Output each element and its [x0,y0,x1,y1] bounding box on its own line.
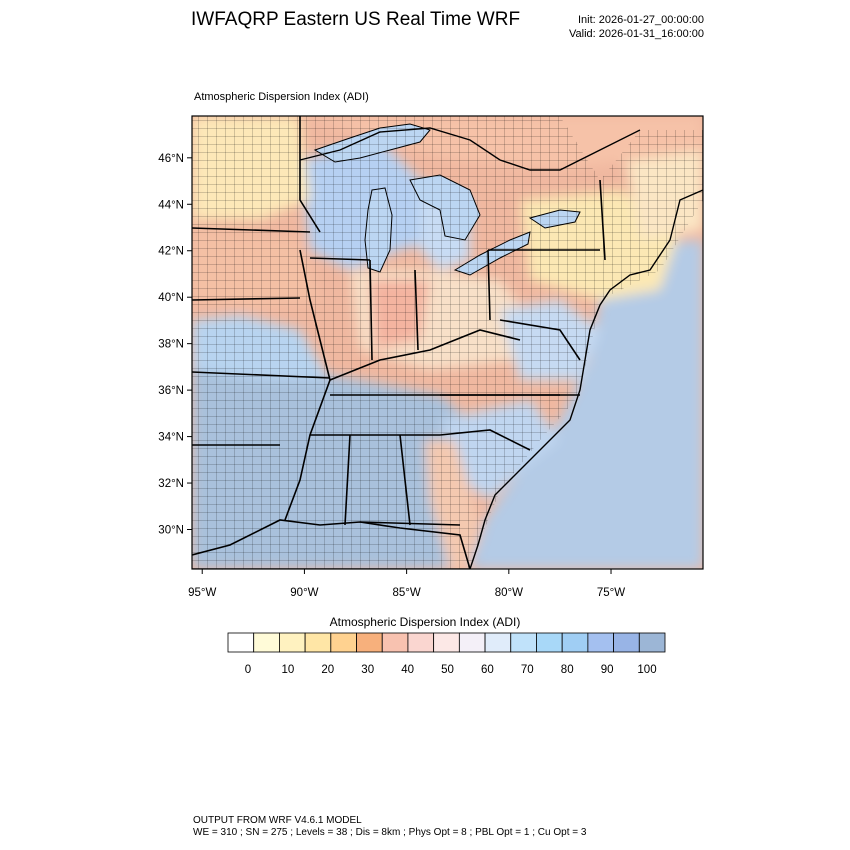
lat-tick-label: 30°N [158,525,184,537]
colorbar-swatch [587,632,614,653]
adi-region-atlantic [470,240,703,569]
colorbar-swatch [407,632,435,653]
lon-tick-label: 85°W [392,587,420,599]
lat-tick-label: 40°N [158,292,184,304]
colorbar-swatch [433,632,460,653]
colorbar-label: 50 [441,664,454,676]
colorbar-swatch [561,632,589,653]
colorbar-swatch [510,632,537,653]
colorbar-swatch [613,632,640,653]
state-boundaries [192,116,606,569]
colorbar-label: 20 [321,664,334,676]
model-info-line-1: OUTPUT FROM WRF V4.6.1 MODEL [193,815,362,826]
lat-tick-label: 34°N [158,432,184,444]
border-nc-sc [439,429,531,451]
border-ms-al [344,434,351,526]
colorbar-swatch [381,632,409,653]
border-in-oh [414,269,419,351]
colorbar-label: 60 [481,664,494,676]
colorbar-label: 40 [401,664,414,676]
border-mn-ia [192,227,311,233]
lat-tick-label: 36°N [158,385,184,397]
border-al-ga [399,434,411,526]
border-mississippi [284,249,331,521]
lon-tick-label: 90°W [290,587,318,599]
latitude-axis: 30°N 32°N 34°N 36°N 38°N 40°N 42°N 44°N 46°N [158,153,192,537]
colorbar: 0 10 20 30 40 50 60 70 80 90 100 [227,632,666,676]
colorbar-label: 90 [601,664,614,676]
border-ny-ne [599,179,606,261]
lat-tick-label: 46°N [158,153,184,165]
colorbar-label: 100 [637,664,656,676]
border-fl-ga [359,521,461,526]
colorbar-label: 30 [361,664,374,676]
map-panel [192,116,703,569]
border-il-in [369,259,373,361]
longitude-axis: 95°W 90°W 85°W 80°W 75°W [188,569,625,599]
border-mn-wi [299,116,321,233]
colorbar-swatch [304,632,332,653]
border-oh-pa [487,249,491,321]
colorbar-swatch [458,632,486,653]
coastline [299,127,703,569]
lon-tick-label: 80°W [495,587,523,599]
colorbar-swatch [279,632,306,653]
valid-time: Valid: 2026-01-31_16:00:00 [569,28,704,40]
border-va-md [499,319,581,361]
colorbar-swatch [253,632,280,653]
border-ohio-river [329,329,521,381]
colorbar-label: 70 [521,664,534,676]
border-ia-mo [192,297,301,301]
lon-tick-label: 75°W [597,587,625,599]
border-wi-il [309,257,371,261]
colorbar-label: 80 [561,664,574,676]
colorbar-label: 10 [282,664,295,676]
field-title: Atmospheric Dispersion Index (ADI) [194,91,369,103]
init-time: Init: 2026-01-27_00:00:00 [578,14,704,26]
border-gulf [192,519,471,569]
lat-tick-label: 42°N [158,246,184,258]
colorbar-swatch [330,632,357,653]
canada-border [299,127,641,171]
colorbar-label: 0 [245,664,251,676]
main-title: IWFAQRP Eastern US Real Time WRF [191,9,521,30]
lat-tick-label: 44°N [158,199,184,211]
colorbar-swatch [227,632,255,653]
colorbar-swatch [638,632,666,653]
lat-tick-label: 32°N [158,478,184,490]
lat-tick-label: 38°N [158,339,184,351]
colorbar-swatch [536,632,563,653]
colorbar-swatch [484,632,512,653]
model-info-line-2: WE = 310 ; SN = 275 ; Levels = 38 ; Dis … [193,827,587,838]
atlantic-coastline [469,189,703,569]
lon-tick-label: 95°W [188,587,216,599]
map-frame [191,115,704,570]
border-mo-ar [192,371,331,379]
colorbar-swatch [356,632,383,653]
colorbar-title: Atmospheric Dispersion Index (ADI) [329,615,521,629]
